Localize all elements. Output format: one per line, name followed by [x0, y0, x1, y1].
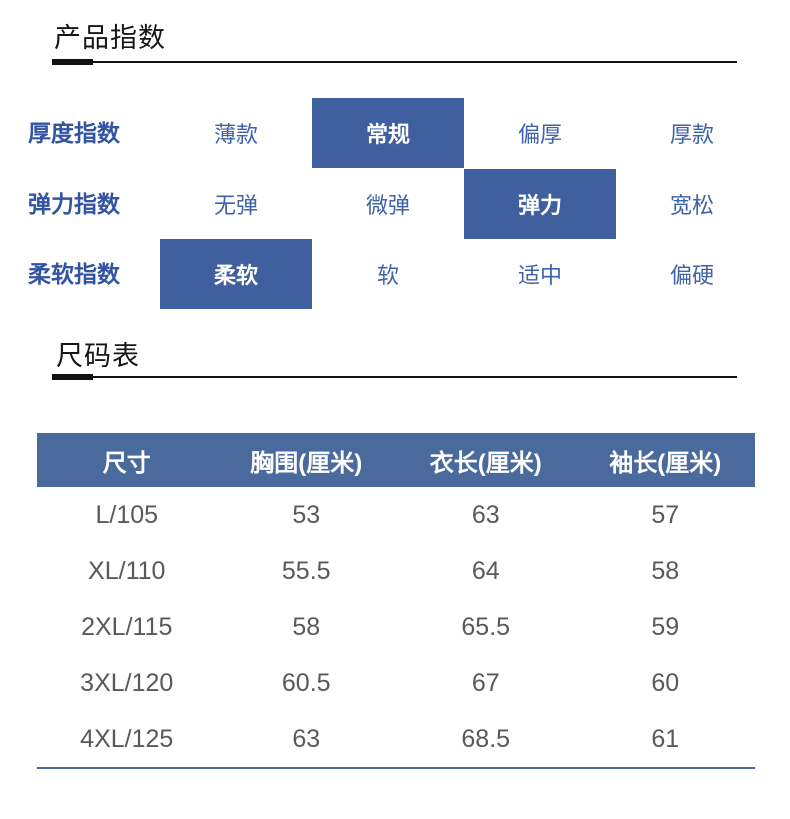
length-cell: 65.5	[461, 612, 511, 641]
table-row: 2XL/115 58 65.5 59	[37, 599, 755, 655]
index-option: 无弹	[213, 193, 258, 218]
index-row-label: 弹力指数	[28, 191, 120, 217]
index-option-selected: 弹力	[464, 169, 616, 239]
index-option: 适中	[517, 263, 562, 288]
size-cell: XL/110	[88, 556, 166, 585]
size-table: 尺寸 胸围(厘米) 衣长(厘米) 袖长(厘米) L/105 53 63 57 X…	[37, 433, 755, 769]
divider-thick-bar	[52, 59, 93, 65]
length-cell: 67	[471, 668, 500, 697]
chest-cell: 58	[292, 612, 321, 641]
index-row-thickness: 厚度指数 薄款 常规 偏厚 厚款	[0, 98, 790, 168]
index-option-selected: 常规	[312, 98, 464, 168]
size-table-header: 尺寸 胸围(厘米) 衣长(厘米) 袖长(厘米)	[37, 433, 755, 487]
index-option: 偏厚	[517, 122, 562, 147]
chest-cell: 55.5	[281, 556, 331, 585]
index-option: 厚款	[669, 122, 714, 147]
sleeve-cell: 59	[651, 612, 680, 641]
column-header-chest: 胸围(厘米)	[250, 449, 363, 477]
size-chart-title: 尺码表	[56, 341, 140, 371]
table-row: 3XL/120 60.5 67 60	[37, 655, 755, 711]
chest-cell: 63	[292, 724, 321, 753]
index-option: 宽松	[669, 193, 714, 218]
column-header-size: 尺寸	[102, 449, 151, 477]
index-option: 偏硬	[669, 263, 714, 288]
index-options: 无弹 微弹 弹力 宽松	[160, 169, 768, 239]
index-row-elasticity: 弹力指数 无弹 微弹 弹力 宽松	[0, 169, 790, 239]
divider-thin-line	[90, 376, 737, 378]
divider-thick-bar	[52, 374, 93, 380]
length-cell: 63	[471, 500, 500, 529]
product-index-title: 产品指数	[54, 23, 166, 53]
size-cell: 4XL/125	[80, 724, 174, 753]
sleeve-cell: 58	[651, 556, 680, 585]
index-options: 柔软 软 适中 偏硬	[160, 239, 768, 309]
index-option: 薄款	[213, 122, 258, 147]
column-header-sleeve: 袖长(厘米)	[609, 449, 722, 477]
index-option: 微弹	[365, 193, 410, 218]
column-header-length: 衣长(厘米)	[429, 449, 542, 477]
title-divider	[52, 374, 737, 380]
sleeve-cell: 57	[651, 500, 680, 529]
chest-cell: 60.5	[281, 668, 331, 697]
table-row: L/105 53 63 57	[37, 487, 755, 543]
title-divider	[52, 59, 737, 65]
size-cell: 2XL/115	[81, 612, 173, 641]
size-cell: 3XL/120	[80, 668, 174, 697]
sleeve-cell: 61	[651, 724, 680, 753]
length-cell: 64	[471, 556, 500, 585]
index-row-label: 柔软指数	[28, 261, 120, 287]
table-row: 4XL/125 63 68.5 61	[37, 711, 755, 767]
index-options: 薄款 常规 偏厚 厚款	[160, 98, 768, 168]
size-cell: L/105	[95, 500, 159, 529]
chest-cell: 53	[292, 500, 321, 529]
index-option-selected: 柔软	[160, 239, 312, 309]
index-option: 软	[376, 263, 399, 288]
sleeve-cell: 60	[651, 668, 680, 697]
index-row-softness: 柔软指数 柔软 软 适中 偏硬	[0, 239, 790, 309]
length-cell: 68.5	[461, 724, 511, 753]
index-row-label: 厚度指数	[28, 120, 120, 146]
divider-thin-line	[90, 61, 737, 63]
table-row: XL/110 55.5 64 58	[37, 543, 755, 599]
